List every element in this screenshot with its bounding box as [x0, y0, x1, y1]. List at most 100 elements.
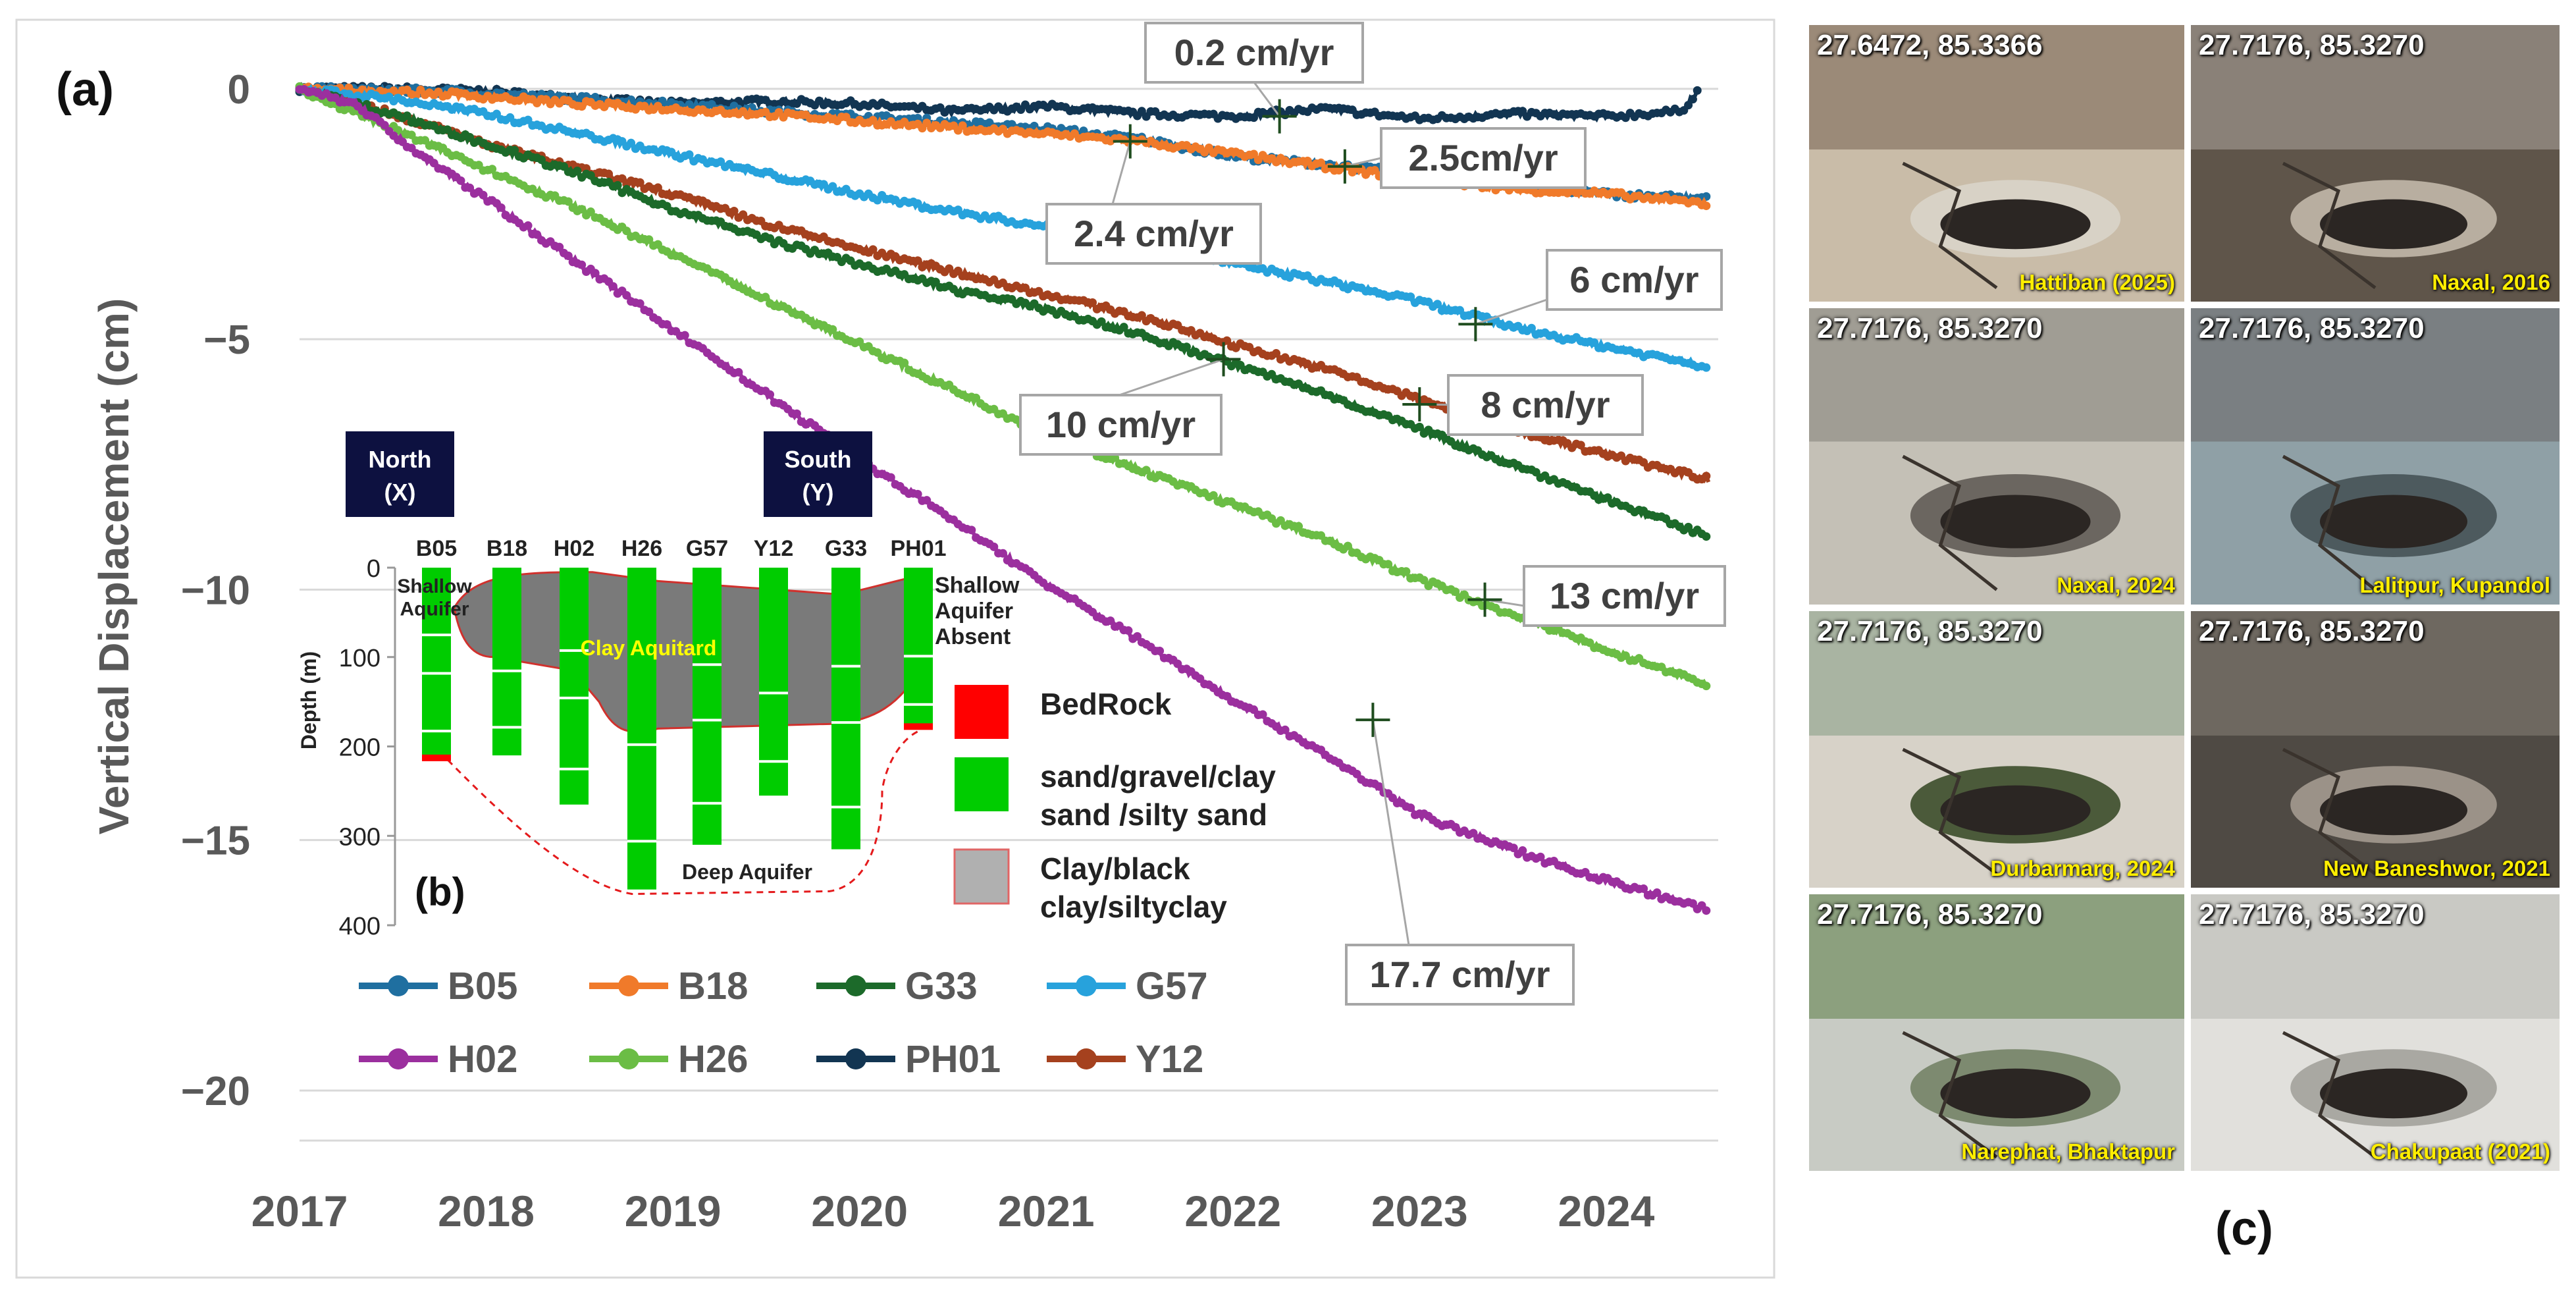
data-point: [1119, 323, 1128, 332]
x-tick-label: 2019: [625, 1187, 722, 1235]
data-point: [1258, 710, 1267, 719]
inset-legend-label: sand /silty sand: [1040, 797, 1267, 832]
data-point: [1106, 616, 1115, 626]
data-point: [1280, 725, 1290, 734]
data-point: [488, 165, 497, 174]
y-tick-label: 0: [228, 67, 250, 113]
photo-location: Durbarmarg, 2024: [1990, 856, 2175, 880]
shallow-aquifer-label: Aquifer: [400, 599, 469, 620]
data-point: [1343, 541, 1352, 551]
data-point: [1603, 493, 1612, 502]
south-label: South: [785, 446, 852, 473]
inset-cross-section: North (X) South (Y) 0 100 200 300 400 Depth (m) B0…: [297, 431, 1276, 940]
legend-label: G33: [905, 965, 978, 1008]
data-point: [402, 111, 411, 121]
data-point: [1639, 884, 1648, 893]
shallow-aquifer-label: Shallow: [397, 576, 472, 597]
shallow-aquifer-absent-label: Absent: [935, 624, 1011, 649]
legend-item-h26: H26: [589, 1038, 748, 1081]
callout-box: [1019, 394, 1222, 456]
legend-label: H26: [678, 1038, 748, 1081]
panel-label-c: (c): [2215, 1202, 2273, 1255]
data-point: [1182, 342, 1191, 352]
callout-leader: [1118, 358, 1224, 396]
inset-legend-swatch: [955, 685, 1009, 739]
depth-tick-label: 300: [339, 823, 381, 851]
data-point: [510, 146, 519, 155]
y-tick-label: −15: [181, 819, 250, 864]
well-column: [904, 568, 933, 729]
marker-cross: [1113, 124, 1147, 159]
data-point: [1576, 441, 1585, 450]
data-point: [1702, 363, 1711, 372]
rate-label: 13 cm/yr: [1550, 575, 1699, 616]
well-g33: G33: [825, 536, 867, 850]
photo-8: 27.7176, 85.3270 Chakupaat (2021): [2191, 894, 2560, 1171]
callout-box: [1447, 374, 1644, 436]
well-label: G33: [825, 536, 867, 561]
data-point: [734, 367, 743, 377]
data-point: [1702, 202, 1711, 211]
north-header: North (X): [346, 431, 454, 517]
data-point: [1702, 472, 1711, 481]
depth-tick-label: 200: [339, 734, 381, 762]
photo-illustration: [1809, 611, 2184, 888]
data-point: [577, 260, 587, 269]
data-point: [792, 409, 801, 418]
data-point: [1702, 682, 1711, 691]
data-point: [761, 292, 770, 302]
inset-legend-label: Clay/black: [1040, 851, 1190, 886]
data-point: [1433, 300, 1442, 309]
marker-cross: [1206, 342, 1241, 377]
y-tick-label: −5: [203, 317, 250, 363]
north-label: North: [369, 446, 432, 473]
photo-coordinates: 27.7176, 85.3270: [2199, 615, 2425, 647]
x-tick-label: 2024: [1558, 1187, 1654, 1235]
data-point: [586, 207, 595, 217]
photo-illustration: [2191, 25, 2560, 302]
data-point: [523, 221, 533, 230]
rate-annotation: 13 cm/yr: [1467, 565, 1726, 627]
y-tick-label: −20: [181, 1069, 250, 1114]
data-point: [1406, 803, 1415, 813]
callout-leader: [1111, 141, 1132, 205]
data-point: [1402, 567, 1411, 576]
data-point: [998, 549, 1007, 558]
data-point: [1137, 311, 1146, 320]
data-point: [1518, 846, 1527, 855]
rate-label: 2.4 cm/yr: [1074, 213, 1234, 254]
data-point: [564, 251, 573, 260]
data-point: [564, 197, 573, 206]
rate-annotation: 2.4 cm/yr: [1045, 124, 1262, 265]
data-point: [613, 180, 622, 190]
x-tick-label: 2017: [251, 1187, 348, 1235]
series-b18: [295, 82, 1711, 211]
well-label: H02: [554, 536, 594, 561]
photo-location: Lalitpur, Kupandol: [2359, 573, 2550, 597]
photo-coordinates: 27.7176, 85.3270: [1817, 898, 2043, 931]
photo-4: 27.7176, 85.3270 Lalitpur, Kupandol: [2191, 308, 2560, 605]
data-point: [868, 245, 878, 254]
panel-label-a: (a): [56, 63, 114, 116]
photo-illustration: [1809, 308, 2184, 605]
data-point: [1684, 101, 1693, 110]
legend-label: B18: [678, 965, 748, 1008]
data-point: [1142, 466, 1151, 475]
well-label: G57: [686, 536, 728, 561]
data-point: [1415, 422, 1424, 431]
data-point: [1384, 560, 1393, 569]
clay-aquitard-label: Clay Aquitard: [581, 636, 717, 660]
data-point: [1652, 888, 1662, 898]
inset-legend-swatch: [955, 757, 1009, 811]
south-sublabel: (Y): [802, 479, 834, 506]
rate-label: 10 cm/yr: [1046, 404, 1196, 445]
legend-marker: [388, 1048, 409, 1069]
data-point: [456, 176, 465, 185]
photo-3: 27.7176, 85.3270 Naxal, 2024: [1809, 308, 2184, 605]
data-point: [380, 121, 389, 130]
legend-item-g57: G57: [1047, 965, 1208, 1008]
legend-marker: [1076, 975, 1097, 996]
rate-label: 6 cm/yr: [1569, 259, 1698, 300]
well-label: B18: [486, 536, 527, 561]
depth-tick-label: 100: [339, 645, 381, 672]
